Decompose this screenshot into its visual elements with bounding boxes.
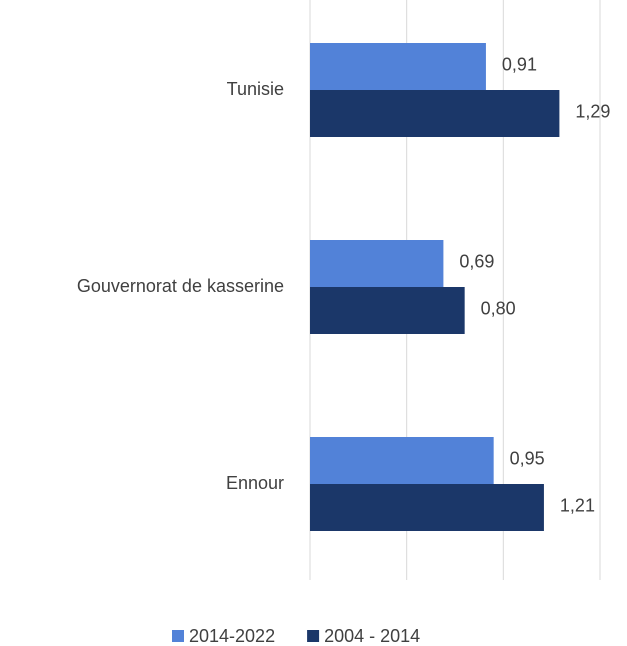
value-label: 0,80 [481, 298, 516, 318]
legend-label: 2004 - 2014 [324, 626, 420, 646]
bar [310, 484, 544, 531]
legend-label: 2014-2022 [189, 626, 275, 646]
category-label: Gouvernorat de kasserine [77, 276, 284, 296]
bar [310, 287, 465, 334]
category-label: Ennour [226, 473, 284, 493]
bar [310, 240, 444, 287]
value-label: 0,95 [510, 448, 545, 468]
bar [310, 43, 486, 90]
value-label: 0,91 [502, 54, 537, 74]
value-label: 1,29 [575, 101, 610, 121]
value-label: 1,21 [560, 495, 595, 515]
value-label: 0,69 [459, 251, 494, 271]
bar [310, 90, 560, 137]
legend-swatch [307, 630, 320, 642]
bar [310, 437, 494, 484]
category-label: Tunisie [227, 79, 284, 99]
legend-swatch [172, 630, 184, 642]
